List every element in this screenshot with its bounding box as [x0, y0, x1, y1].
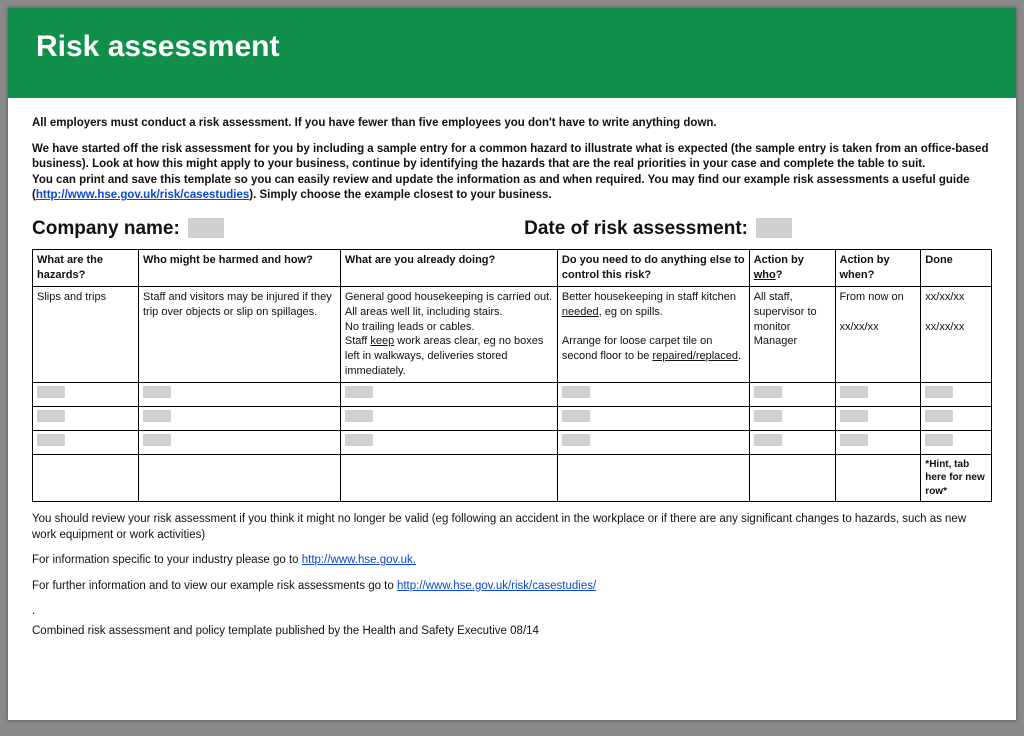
assessment-date-field[interactable]: [756, 218, 792, 238]
casestudies-link[interactable]: http://www.hse.gov.uk/risk/casestudies/: [397, 580, 596, 592]
table-header-row: What are the hazards? Who might be harme…: [33, 250, 992, 287]
th-who-harmed: Who might be harmed and how?: [138, 250, 340, 287]
action-when-input[interactable]: [840, 434, 868, 446]
company-name-field[interactable]: [188, 218, 224, 238]
table-row: Slips and trips Staff and visitors may b…: [33, 286, 992, 382]
company-name-label: Company name:: [32, 216, 180, 242]
action-when-input[interactable]: [840, 410, 868, 422]
intro-para-a: We have started off the risk assessment …: [32, 143, 988, 171]
risk-table: What are the hazards? Who might be harme…: [32, 249, 992, 502]
table-row: [33, 406, 992, 430]
done-input[interactable]: [925, 434, 953, 446]
already-doing-input[interactable]: [345, 434, 373, 446]
action-who-input[interactable]: [754, 386, 782, 398]
hazard-input[interactable]: [37, 410, 65, 422]
cell-action-who: All staff, supervisor to monitor Manager: [749, 286, 835, 382]
table-row-hint: *Hint, tab here for new row*: [33, 454, 992, 502]
hazard-input[interactable]: [37, 434, 65, 446]
th-action-when: Action by when?: [835, 250, 921, 287]
cell-who-harmed: Staff and visitors may be injured if the…: [138, 286, 340, 382]
footer-industry-info: For information specific to your industr…: [32, 553, 992, 569]
header-bar: Risk assessment: [8, 8, 1016, 98]
action-who-input[interactable]: [754, 434, 782, 446]
page-title: Risk assessment: [36, 30, 988, 64]
anything-else-input[interactable]: [562, 386, 590, 398]
cell-anything-else: Better housekeeping in staff kitchen nee…: [557, 286, 749, 382]
th-hazards: What are the hazards?: [33, 250, 139, 287]
intro-para-b-post: ). Simply choose the example closest to …: [249, 189, 551, 201]
hazard-input[interactable]: [37, 386, 65, 398]
who-harmed-input[interactable]: [143, 386, 171, 398]
intro-casestudies-link[interactable]: http://www.hse.gov.uk/risk/casestudies: [36, 189, 249, 201]
who-harmed-input[interactable]: [143, 410, 171, 422]
th-done: Done: [921, 250, 992, 287]
cell-hazard: Slips and trips: [33, 286, 139, 382]
cell-action-when: From now on xx/xx/xx: [835, 286, 921, 382]
footer-further-info: For further information and to view our …: [32, 579, 992, 595]
footer-review-note: You should review your risk assessment i…: [32, 512, 992, 543]
footer-publisher: Combined risk assessment and policy temp…: [32, 624, 992, 640]
th-action-who: Action by who?: [749, 250, 835, 287]
table-row: [33, 382, 992, 406]
hse-link[interactable]: http://www.hse.gov.uk.: [302, 554, 416, 566]
action-when-input[interactable]: [840, 386, 868, 398]
th-already-doing: What are you already doing?: [340, 250, 557, 287]
table-row: [33, 430, 992, 454]
meta-row: Company name: Date of risk assessment:: [32, 216, 992, 242]
already-doing-input[interactable]: [345, 386, 373, 398]
cell-already-doing: General good housekeeping is carried out…: [340, 286, 557, 382]
cell-done: xx/xx/xx xx/xx/xx: [921, 286, 992, 382]
anything-else-input[interactable]: [562, 410, 590, 422]
content-area: All employers must conduct a risk assess…: [8, 98, 1016, 659]
done-input[interactable]: [925, 386, 953, 398]
already-doing-input[interactable]: [345, 410, 373, 422]
footer-block: You should review your risk assessment i…: [32, 512, 992, 639]
who-harmed-input[interactable]: [143, 434, 171, 446]
intro-paragraph: We have started off the risk assessment …: [32, 142, 992, 204]
intro-line-1: All employers must conduct a risk assess…: [32, 116, 992, 132]
new-row-hint: *Hint, tab here for new row*: [921, 454, 992, 502]
anything-else-input[interactable]: [562, 434, 590, 446]
th-anything-else: Do you need to do anything else to contr…: [557, 250, 749, 287]
action-who-input[interactable]: [754, 410, 782, 422]
assessment-date-label: Date of risk assessment:: [524, 216, 748, 242]
done-input[interactable]: [925, 410, 953, 422]
document-page: Risk assessment All employers must condu…: [8, 8, 1016, 720]
